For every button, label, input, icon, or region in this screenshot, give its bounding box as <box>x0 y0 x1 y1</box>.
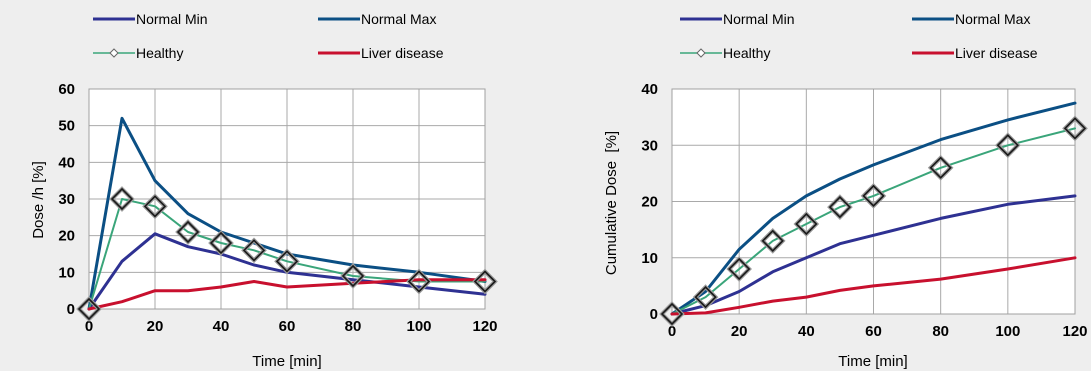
y-tick-label: 0 <box>650 306 658 323</box>
y-tick-label: 30 <box>58 191 75 208</box>
legend-item: Normal Min <box>680 11 795 27</box>
legend-marker-icon <box>696 48 706 58</box>
legend-label: Normal Max <box>361 11 436 27</box>
y-tick-label: 60 <box>58 81 75 98</box>
y-tick-label: 40 <box>58 154 75 171</box>
y-tick-label: 0 <box>67 301 75 318</box>
data-point-marker <box>1063 117 1087 140</box>
legend-label: Normal Min <box>723 11 795 27</box>
data-point-marker <box>761 229 784 253</box>
legend-item: Liver disease <box>318 45 444 61</box>
data-point-marker <box>862 184 885 208</box>
data-point-marker <box>728 257 751 281</box>
series-line-healthy <box>88 198 486 310</box>
dose-rate-chart: 0 20 40 60 80 100 120 0 10 20 30 40 50 60 Time [min] Do… <box>30 11 498 370</box>
y-tick-label: 10 <box>641 250 658 267</box>
series-line-healthy <box>671 127 1076 315</box>
x-tick-label: 80 <box>932 323 949 340</box>
plot-border <box>671 88 1076 315</box>
data-point-marker <box>341 264 365 288</box>
data-point-marker <box>275 250 299 273</box>
x-tick-label: 0 <box>85 318 93 335</box>
x-axis-title: Time [min] <box>252 353 321 370</box>
legend-item: Normal Max <box>912 11 1030 27</box>
legend-item: Healthy <box>680 45 770 61</box>
x-tick-label: 120 <box>472 318 497 335</box>
legend-item: Normal Max <box>318 11 436 27</box>
data-point-marker <box>828 195 852 219</box>
data-point-marker <box>795 212 818 236</box>
series-line-normal-max <box>670 101 1077 316</box>
x-tick-label: 40 <box>798 323 815 340</box>
y-axis-title: Dose /h [%] <box>30 161 47 239</box>
y-axis-title: Cumulative Dose [%] <box>603 131 620 275</box>
series-line-normal-min <box>87 232 487 311</box>
data-point-marker <box>929 156 952 179</box>
data-point-marker <box>242 239 266 262</box>
y-tick-label: 20 <box>58 228 75 245</box>
y-tick-label: 10 <box>58 264 75 281</box>
legend-label: Healthy <box>136 45 183 61</box>
y-tick-label: 20 <box>641 194 658 211</box>
x-tick-label: 20 <box>731 323 748 340</box>
legend-item: Normal Min <box>93 11 208 27</box>
data-point-marker <box>209 231 233 255</box>
x-axis-title: Time [min] <box>838 353 907 370</box>
x-tick-label: 60 <box>279 318 296 335</box>
x-tick-label: 80 <box>345 318 362 335</box>
legend-label: Liver disease <box>361 45 444 61</box>
data-point-marker <box>660 302 684 326</box>
y-tick-label: 30 <box>641 137 658 154</box>
legend-label: Normal Min <box>136 11 208 27</box>
series-line-normal-max <box>87 116 487 311</box>
data-point-marker <box>694 285 717 309</box>
x-tick-label: 40 <box>213 318 230 335</box>
x-tick-label: 100 <box>995 323 1020 340</box>
data-point-marker <box>110 187 134 211</box>
x-tick-label: 100 <box>406 318 431 335</box>
data-point-marker <box>77 297 101 321</box>
data-point-marker <box>176 220 200 244</box>
legend-item: Liver disease <box>912 45 1038 61</box>
y-tick-label: 50 <box>58 118 75 135</box>
legend-label: Healthy <box>723 45 770 61</box>
plot-border <box>88 88 486 310</box>
data-point-marker <box>407 270 431 293</box>
data-point-marker <box>143 195 167 218</box>
x-tick-label: 0 <box>668 323 676 340</box>
y-tick-label: 40 <box>641 81 658 98</box>
data-point-marker <box>473 270 497 293</box>
x-tick-label: 60 <box>865 323 882 340</box>
series-line-liver-disease <box>87 278 487 311</box>
x-tick-label: 20 <box>147 318 164 335</box>
legend-label: Liver disease <box>955 45 1038 61</box>
data-point-marker <box>996 134 1019 157</box>
legend-label: Normal Max <box>955 11 1030 27</box>
series-line-normal-min <box>670 194 1077 316</box>
cumulative-dose-chart: 0 20 40 60 80 100 120 0 10 20 30 40 Time [min] Cumula… <box>603 11 1088 370</box>
series-line-liver-disease <box>670 256 1077 316</box>
x-tick-label: 120 <box>1062 323 1087 340</box>
legend-marker-icon <box>109 48 119 58</box>
legend-item: Healthy <box>93 45 183 61</box>
